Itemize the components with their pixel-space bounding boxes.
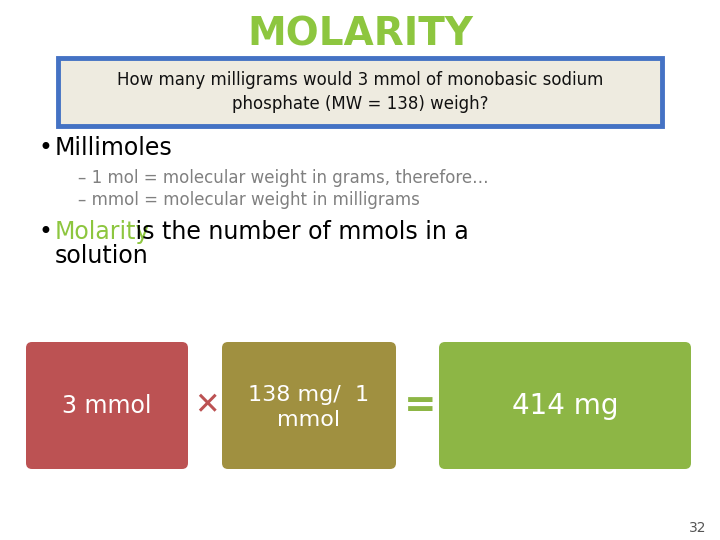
FancyBboxPatch shape xyxy=(222,342,396,469)
FancyBboxPatch shape xyxy=(26,342,188,469)
Text: =: = xyxy=(404,387,436,425)
Text: MOLARITY: MOLARITY xyxy=(247,16,473,54)
Text: •: • xyxy=(38,136,52,160)
Text: 138 mg/  1: 138 mg/ 1 xyxy=(248,385,369,405)
FancyBboxPatch shape xyxy=(58,58,662,126)
Text: – 1 mol = molecular weight in grams, therefore…: – 1 mol = molecular weight in grams, the… xyxy=(78,169,489,187)
Text: 3 mmol: 3 mmol xyxy=(62,394,152,418)
Text: 32: 32 xyxy=(688,521,706,535)
FancyBboxPatch shape xyxy=(439,342,691,469)
Text: •: • xyxy=(38,220,52,244)
Text: is the number of mmols in a: is the number of mmols in a xyxy=(128,220,469,244)
Text: – mmol = molecular weight in milligrams: – mmol = molecular weight in milligrams xyxy=(78,191,420,209)
Text: How many milligrams would 3 mmol of monobasic sodium
phosphate (MW = 138) weigh?: How many milligrams would 3 mmol of mono… xyxy=(117,71,603,113)
Text: 414 mg: 414 mg xyxy=(512,392,618,420)
Text: ✕: ✕ xyxy=(194,392,220,421)
Text: Molarity: Molarity xyxy=(55,220,150,244)
Text: solution: solution xyxy=(55,244,149,268)
Text: mmol: mmol xyxy=(277,410,341,430)
Text: Millimoles: Millimoles xyxy=(55,136,173,160)
